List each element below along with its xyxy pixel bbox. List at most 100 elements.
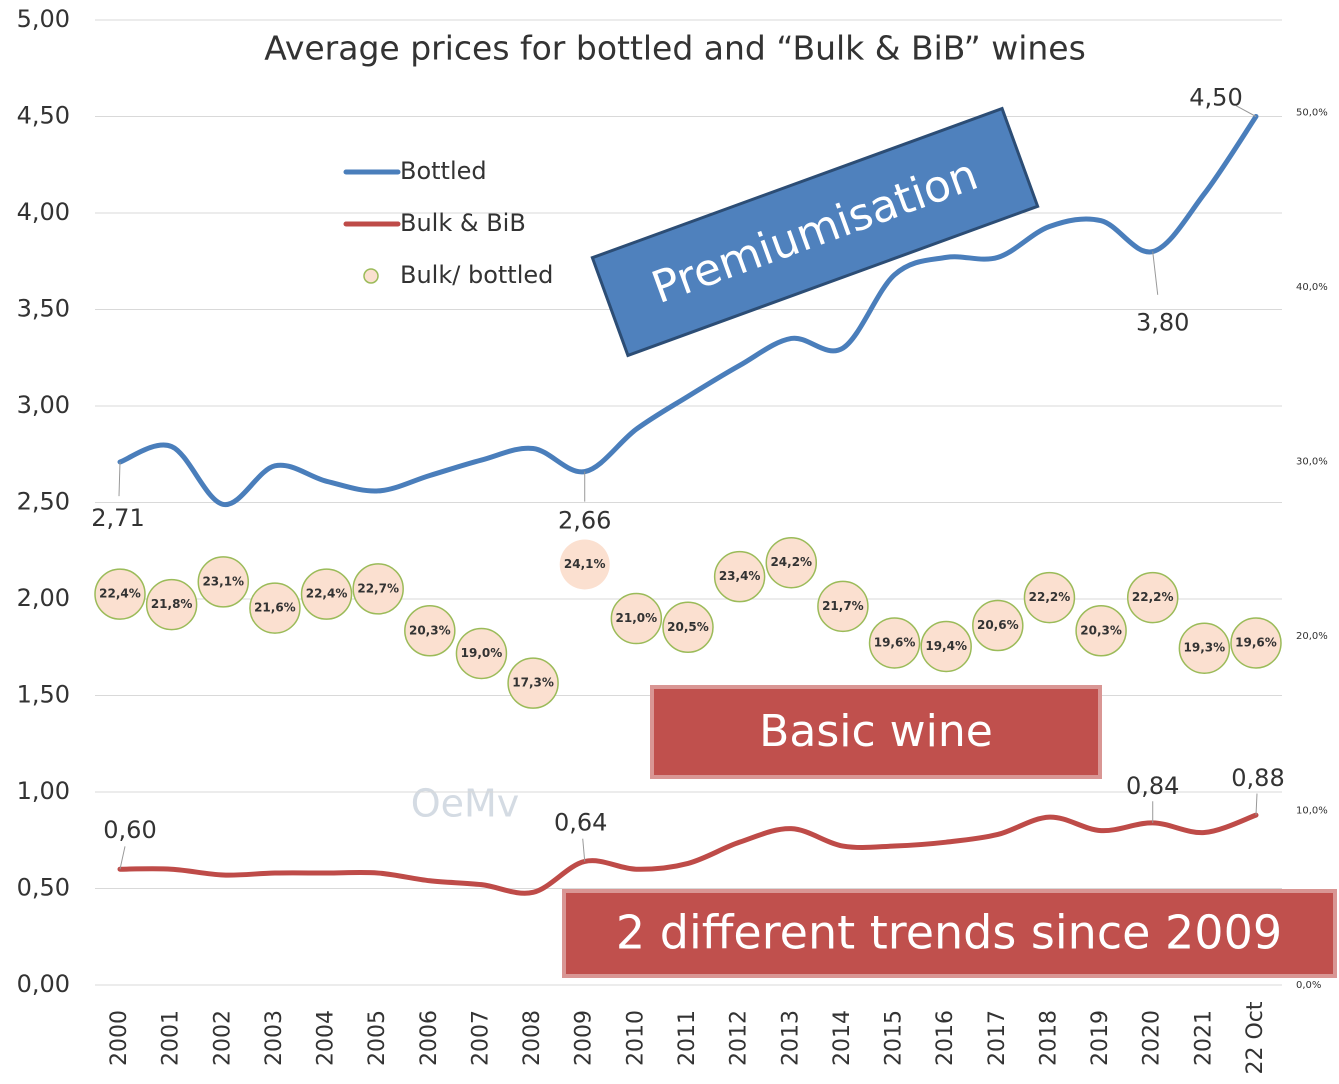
y2-tick-label: 10,0% (1296, 805, 1328, 816)
x-tick-label: 2010 (623, 1010, 648, 1066)
x-tick-label: 2004 (314, 1010, 339, 1066)
bubble (662, 601, 714, 654)
x-tick-label: 2006 (417, 1010, 442, 1066)
premium-box: Premiumisation (590, 106, 1040, 358)
bubble-label: 21,8% (151, 597, 193, 611)
bubble (249, 582, 301, 634)
data-label: 0,84 (1126, 772, 1179, 800)
bubble-label: 20,3% (1080, 623, 1122, 637)
bubble (1075, 605, 1127, 657)
x-tick-label: 2017 (985, 1010, 1010, 1066)
data-label: 0,88 (1231, 764, 1284, 792)
x-tick-label: 2003 (262, 1010, 287, 1066)
x-tick-label: 2021 (1191, 1010, 1216, 1066)
y-tick-label: 1,50 (17, 681, 70, 709)
y-tick-label: 0,00 (17, 970, 70, 998)
x-tick-label: 2005 (365, 1010, 390, 1066)
annotation-box (590, 106, 1040, 358)
bubble (455, 627, 508, 680)
x-tick-label: 2002 (210, 1010, 235, 1066)
x-tick-label: 2014 (830, 1010, 855, 1066)
x-tick-label: 2011 (675, 1010, 700, 1066)
bubble-label: 19,6% (1235, 635, 1277, 649)
x-tick-label: 22 Oct (1243, 1001, 1268, 1074)
bubble-label: 22,4% (306, 587, 348, 601)
bubble-label: 23,4% (719, 569, 761, 583)
y-tick-label: 2,00 (17, 584, 70, 612)
bubble (404, 605, 456, 657)
x-tick-label: 2012 (727, 1010, 752, 1066)
leader-line (118, 461, 121, 497)
x-tick-label: 2008 (520, 1010, 545, 1066)
leader-line (1235, 105, 1257, 117)
y-tick-label: 1,00 (17, 777, 70, 805)
bubble-label: 22,7% (357, 581, 399, 595)
annotation-box (562, 889, 1337, 978)
y-tick-label: 3,50 (17, 295, 70, 323)
annotation-box (650, 685, 1102, 779)
x-tick-label: 2000 (107, 1010, 132, 1066)
x-tick-label: 2007 (468, 1010, 493, 1066)
line-series (117, 114, 1259, 507)
bubble (1126, 571, 1179, 624)
bubble (1023, 571, 1076, 624)
bubble-label: 21,7% (822, 599, 864, 613)
x-tick-label: 2013 (778, 1010, 803, 1066)
annotation: 2 different trends since 2009 (616, 906, 1282, 960)
y-tick-label: 2,50 (17, 488, 70, 516)
bubble (765, 536, 818, 589)
bubble-label: 19,0% (461, 646, 503, 660)
bubble-label: 19,3% (1184, 641, 1226, 655)
legend-label: Bulk/ bottled (400, 261, 553, 289)
x-tick-label: 2009 (572, 1010, 597, 1066)
bubble-label: 20,6% (977, 618, 1019, 632)
bubble (920, 620, 972, 673)
bubble-label: 22,4% (99, 587, 141, 601)
data-label: 3,80 (1136, 309, 1189, 337)
y-tick-label: 5,00 (17, 5, 70, 33)
x-tick-label: 2001 (159, 1010, 184, 1066)
y-tick-label: 4,50 (17, 102, 70, 130)
bubble (352, 563, 404, 615)
bubble-label: 20,3% (409, 623, 451, 637)
y2-tick-label: 50,0% (1296, 107, 1328, 118)
y2-tick-label: 40,0% (1296, 282, 1328, 293)
bubble (300, 568, 353, 620)
bubble-label: 22,2% (1029, 590, 1071, 604)
bubble-label: 23,1% (202, 574, 244, 588)
bubble-label: 24,1% (564, 557, 606, 571)
bubble (1178, 622, 1231, 674)
data-label: 0,60 (103, 816, 156, 844)
bubble-label: 19,6% (874, 635, 916, 649)
y-tick-label: 0,50 (17, 874, 70, 902)
bubble (868, 617, 921, 669)
bubble-label: 17,3% (512, 676, 554, 690)
y-tick-label: 3,00 (17, 391, 70, 419)
chart-title: Average prices for bottled and “Bulk & B… (264, 29, 1086, 68)
bubble-label: 19,4% (925, 639, 967, 653)
x-tick-label: 2018 (1036, 1010, 1061, 1066)
data-label: 2,71 (91, 504, 144, 532)
bubble-label: 21,6% (254, 601, 296, 615)
bubble (197, 556, 250, 608)
bubble (817, 580, 869, 633)
data-label: 2,66 (558, 507, 611, 535)
bubble-label: 21,0% (616, 611, 658, 625)
bubble (559, 539, 610, 590)
bubble-label: 22,2% (1132, 590, 1174, 604)
x-tick-label: 2015 (882, 1010, 907, 1066)
y-tick-label: 4,00 (17, 198, 70, 226)
x-tick-label: 2016 (933, 1010, 958, 1066)
leader-line (1255, 793, 1258, 816)
bubble (145, 578, 198, 631)
bubble (507, 657, 559, 709)
line-series (117, 812, 1259, 896)
watermark: OeMv (411, 782, 520, 826)
y2-tick-label: 30,0% (1296, 456, 1328, 467)
bubble (1230, 617, 1282, 669)
leader-line (1152, 251, 1159, 295)
data-label: 4,50 (1189, 84, 1242, 112)
y2-tick-label: 20,0% (1296, 631, 1328, 642)
data-label: 0,64 (554, 808, 607, 836)
